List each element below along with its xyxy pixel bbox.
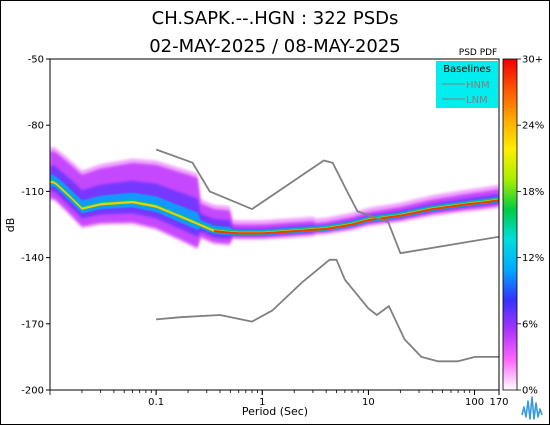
x-tick-label: 1 <box>259 397 265 408</box>
colorbar-tick-label: 12% <box>522 253 544 264</box>
legend-hnm-label: HNM <box>466 80 490 91</box>
colorbar-tick-label: 30+ <box>522 55 543 66</box>
y-axis-label: dB <box>4 218 17 233</box>
baseline-layer <box>155 148 499 363</box>
y-tick-label: -170 <box>21 319 44 330</box>
pdf-cloud-mid <box>50 151 499 248</box>
pdf-cloud-dense <box>50 165 499 239</box>
x-tick-label: 170 <box>489 397 508 408</box>
legend-title: Baselines <box>443 64 491 75</box>
legend: Baselines HNM LNM <box>436 61 498 108</box>
plot-area-border <box>49 58 500 391</box>
x-tick-label: 0.1 <box>148 397 164 408</box>
chart-title-line2: 02-MAY-2025 / 08-MAY-2025 <box>149 36 401 57</box>
legend-lnm-label: LNM <box>466 95 488 106</box>
y-tick-label: -140 <box>21 253 44 264</box>
x-axis: 0.1 1 10 100 170 <box>49 390 509 408</box>
colorbar-title: PSD PDF <box>459 48 497 58</box>
baseline-lnm-line <box>156 258 499 363</box>
x-axis-label: Period (Sec) <box>242 405 308 418</box>
colorbar-tick-label: 24% <box>522 121 544 132</box>
x-tick-label: 100 <box>465 397 484 408</box>
waveform-icon <box>521 396 543 420</box>
y-tick-label: -50 <box>28 55 44 66</box>
colorbar-tick-label: 0% <box>522 386 538 397</box>
colorbar-tick-label: 18% <box>522 187 544 198</box>
y-tick-label: -110 <box>21 187 44 198</box>
x-tick-label: 10 <box>362 397 375 408</box>
y-axis: -50 -80 -110 -140 -170 -200 <box>21 55 50 397</box>
waveform-logo <box>521 396 543 420</box>
pdf-density-layer <box>50 146 499 250</box>
y-tick-label: -80 <box>28 121 44 132</box>
colorbar-tick-label: 6% <box>522 319 538 330</box>
colorbar: PSD PDF 30+ 24% 18% 12% 6% 0% <box>459 48 544 397</box>
colorbar-gradient <box>502 58 518 391</box>
baseline-hnm-line <box>155 148 499 255</box>
chart-title-line1: CH.SAPK.--.HGN : 322 PSDs <box>152 8 399 29</box>
y-tick-label: -200 <box>21 386 44 397</box>
colorbar-ticks: 30+ 24% 18% 12% 6% 0% <box>517 55 544 397</box>
